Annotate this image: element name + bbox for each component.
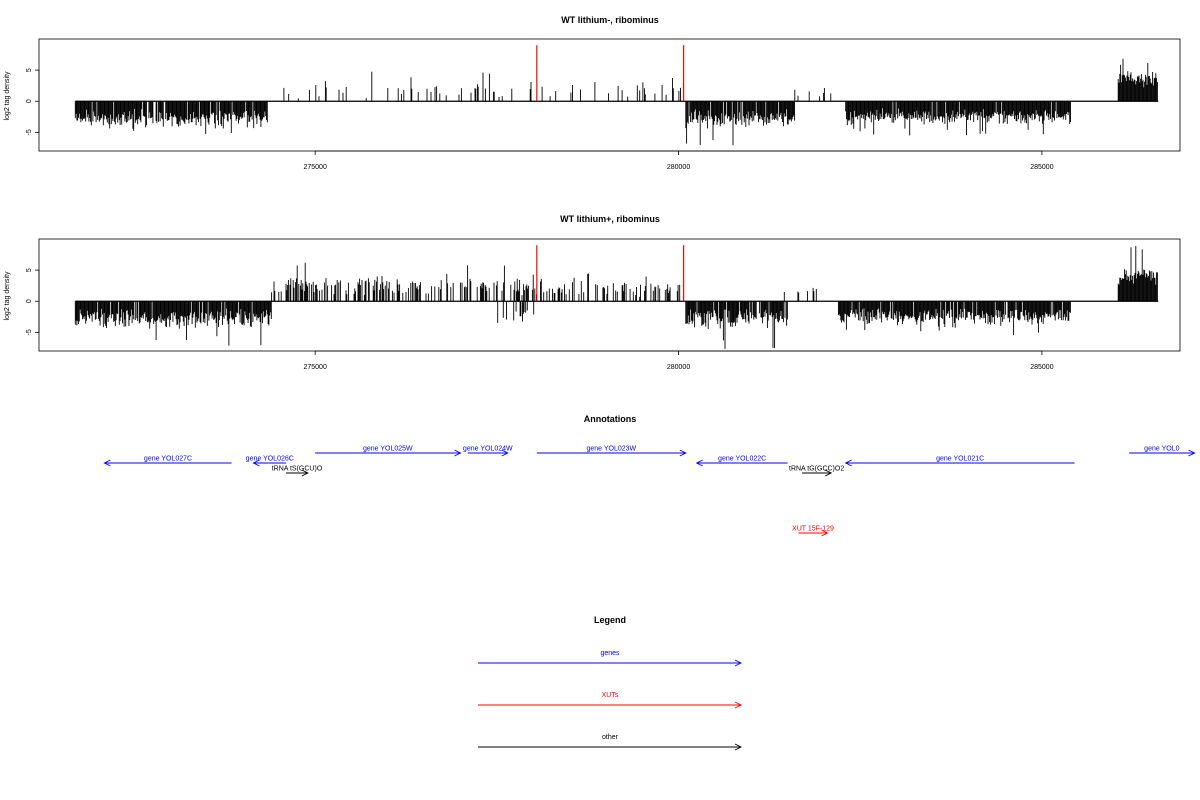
feature-arrowhead bbox=[679, 449, 687, 457]
feature-arrowhead bbox=[1188, 449, 1196, 457]
feature-arrowhead bbox=[695, 459, 703, 467]
annotation-feature: gene YOL022C bbox=[695, 456, 788, 467]
annotation-feature: tRNA tG(GCC)O2 bbox=[789, 466, 844, 477]
annotation-feature: gene YOL0 bbox=[1129, 446, 1196, 457]
feature-label: gene YOL0 bbox=[1144, 446, 1179, 453]
feature-label: XUT 15F-129 bbox=[792, 526, 834, 533]
panel-title: WT lithium-, ribominus bbox=[561, 15, 659, 25]
feature-arrowhead bbox=[824, 469, 833, 477]
annotation-feature: gene YOL024W bbox=[463, 446, 513, 457]
legend: Legend genes XUTs other bbox=[478, 615, 743, 751]
feature-label: gene YOL027C bbox=[144, 456, 192, 463]
y-tick-label: 0 bbox=[26, 299, 33, 303]
feature-arrowhead bbox=[103, 459, 111, 467]
annotation-feature: gene YOL026C bbox=[246, 456, 294, 467]
x-tick-label: 285000 bbox=[1030, 364, 1053, 371]
feature-label: tRNA tG(GCC)O2 bbox=[789, 466, 844, 473]
feature-arrowhead bbox=[454, 449, 462, 457]
feature-arrowhead bbox=[821, 529, 829, 537]
feature-arrowhead bbox=[252, 459, 260, 467]
y-tick-label: 5 bbox=[26, 68, 33, 72]
annotations-track: Annotations gene YOL027C gene YOL026C tRNA… bbox=[103, 414, 1196, 537]
annotation-features: gene YOL027C gene YOL026C tRNA tS(GCU)O gen… bbox=[103, 446, 1196, 537]
x-tick-label: 280000 bbox=[667, 364, 690, 371]
legend-label: genes bbox=[600, 650, 620, 657]
annotation-feature: gene YOL023W bbox=[536, 446, 687, 457]
feature-label: tRNA tS(GCU)O bbox=[272, 466, 323, 473]
legend-item: other bbox=[478, 734, 743, 751]
x-tick-label: 280000 bbox=[667, 164, 690, 171]
legend-arrowhead bbox=[734, 701, 743, 709]
feature-label: gene YOL021C bbox=[936, 456, 984, 463]
axes: -5 0 5 275000 280000 285000 bbox=[26, 68, 1054, 171]
coverage-panel-lithium-plus: WT lithium+, ribominus log2 tag density … bbox=[4, 214, 1181, 371]
annotation-feature: gene YOL021C bbox=[844, 456, 1075, 467]
annotations-title: Annotations bbox=[584, 414, 637, 424]
legend-label: XUTs bbox=[602, 692, 619, 699]
annotation-feature: gene YOL025W bbox=[315, 446, 462, 457]
y-tick-label: 0 bbox=[26, 99, 33, 103]
y-axis-label: log2 tag density bbox=[4, 71, 11, 121]
annotation-feature: XUT 15F-129 bbox=[792, 526, 834, 537]
y-tick-label: -5 bbox=[26, 329, 33, 335]
feature-arrowhead bbox=[301, 469, 309, 477]
x-tick-label: 285000 bbox=[1030, 164, 1053, 171]
y-axis-label: log2 tag density bbox=[4, 271, 11, 321]
feature-label: gene YOL022C bbox=[718, 456, 766, 463]
coverage-bars bbox=[74, 245, 1159, 349]
annotation-feature: gene YOL027C bbox=[103, 456, 232, 467]
y-tick-label: 5 bbox=[26, 268, 33, 272]
legend-item: XUTs bbox=[478, 692, 743, 709]
feature-arrowhead bbox=[844, 459, 852, 467]
legend-items: genes XUTs other bbox=[478, 650, 743, 751]
panel-title: WT lithium+, ribominus bbox=[560, 214, 660, 224]
legend-arrowhead bbox=[734, 659, 743, 667]
legend-item: genes bbox=[478, 650, 743, 667]
coverage-bars bbox=[74, 45, 1159, 146]
y-tick-label: -5 bbox=[26, 129, 33, 135]
plot-frame bbox=[38, 238, 1181, 352]
legend-arrowhead bbox=[734, 743, 743, 751]
feature-label: gene YOL025W bbox=[363, 446, 413, 453]
plot-frame bbox=[38, 38, 1181, 152]
annotation-feature: tRNA tS(GCU)O bbox=[272, 466, 323, 477]
feature-label: gene YOL023W bbox=[586, 446, 636, 453]
coverage-panel-lithium-minus: WT lithium-, ribominus log2 tag density … bbox=[4, 15, 1181, 171]
x-tick-label: 275000 bbox=[303, 364, 326, 371]
x-tick-label: 275000 bbox=[303, 164, 326, 171]
legend-label: other bbox=[602, 734, 619, 741]
axes: -5 0 5 275000 280000 285000 bbox=[26, 268, 1054, 371]
legend-title: Legend bbox=[594, 615, 626, 625]
feature-label: gene YOL024W bbox=[463, 446, 513, 453]
feature-arrowhead bbox=[501, 449, 509, 457]
feature-label: gene YOL026C bbox=[246, 456, 294, 463]
